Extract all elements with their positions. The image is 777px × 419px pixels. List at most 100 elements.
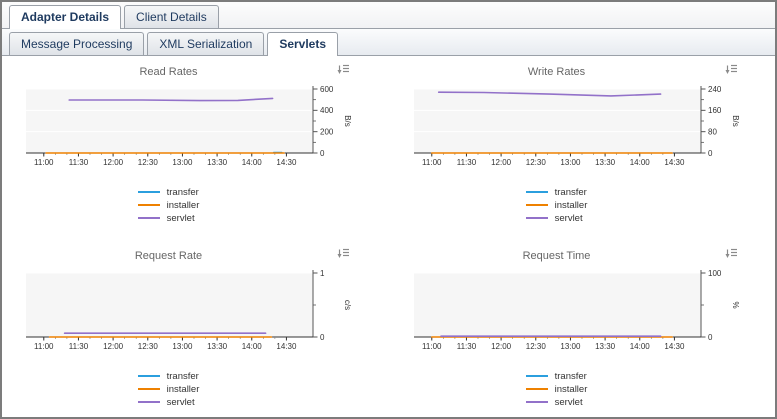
svg-text:13:30: 13:30 xyxy=(207,342,228,351)
legend-swatch-servlet xyxy=(525,401,548,403)
chart-header: Read Rates xyxy=(24,64,364,81)
legend-item-servlet[interactable]: servlet xyxy=(525,396,583,408)
tab-message-processing[interactable]: Message Processing xyxy=(9,32,145,55)
legend-swatch-installer xyxy=(137,388,160,390)
chart-legend: transfer installer servlet xyxy=(137,186,199,224)
chart-title: Request Rate xyxy=(134,250,203,262)
chart-options-icon[interactable] xyxy=(337,248,350,259)
legend-item-servlet[interactable]: servlet xyxy=(137,212,195,224)
chart-header: Write Rates xyxy=(412,64,752,81)
svg-text:600: 600 xyxy=(320,85,334,94)
svg-text:80: 80 xyxy=(708,127,717,136)
svg-text:14:30: 14:30 xyxy=(276,342,297,351)
legend-item-installer[interactable]: installer xyxy=(137,383,200,395)
legend-label: transfer xyxy=(166,186,199,198)
legend-swatch-transfer xyxy=(525,375,548,377)
svg-text:B/s: B/s xyxy=(731,115,740,127)
chart-panel-read-rates: Read Rates 0 200 400 600 B/s 11:00 11:30 12:00 1… xyxy=(24,64,369,224)
svg-text:200: 200 xyxy=(320,127,334,136)
chart-header: Request Rate xyxy=(24,248,364,265)
legend-item-servlet[interactable]: servlet xyxy=(525,212,583,224)
legend-item-installer[interactable]: installer xyxy=(525,383,587,395)
svg-text:13:00: 13:00 xyxy=(560,342,581,351)
svg-text:12:30: 12:30 xyxy=(138,342,159,351)
svg-text:14:00: 14:00 xyxy=(630,158,651,167)
legend-item-transfer[interactable]: transfer xyxy=(525,370,587,382)
chart-panel-request-rate: Request Rate 0 1 c/s 11:00 11:30 12:00 12:30 13… xyxy=(24,248,369,408)
legend-item-transfer[interactable]: transfer xyxy=(525,186,587,198)
chart-options-icon[interactable] xyxy=(725,248,738,259)
legend-label: transfer xyxy=(166,370,199,382)
svg-text:13:00: 13:00 xyxy=(172,342,193,351)
svg-text:12:30: 12:30 xyxy=(138,158,159,167)
legend-label: installer xyxy=(166,383,200,395)
svg-text:12:30: 12:30 xyxy=(526,158,547,167)
svg-text:13:30: 13:30 xyxy=(595,158,616,167)
svg-text:B/s: B/s xyxy=(343,115,352,127)
legend-swatch-transfer xyxy=(525,191,548,193)
legend-label: servlet xyxy=(166,396,195,408)
tab-label: Servlets xyxy=(279,37,327,51)
legend-swatch-installer xyxy=(525,388,548,390)
tab-servlets[interactable]: Servlets xyxy=(267,32,339,56)
chart-legend: transfer installer servlet xyxy=(525,370,587,408)
legend-label: installer xyxy=(554,199,588,211)
svg-text:13:30: 13:30 xyxy=(595,342,616,351)
chart-legend: transfer installer servlet xyxy=(525,186,588,224)
svg-text:13:00: 13:00 xyxy=(560,158,581,167)
svg-text:11:30: 11:30 xyxy=(69,342,89,351)
legend-label: transfer xyxy=(554,370,587,382)
legend-swatch-installer xyxy=(137,204,160,206)
tab-adapter-details[interactable]: Adapter Details xyxy=(9,5,122,29)
svg-text:14:00: 14:00 xyxy=(242,158,263,167)
chart-legend-wrap: transfer installer servlet xyxy=(412,186,701,224)
svg-text:1: 1 xyxy=(320,269,325,278)
chart-header: Request Time xyxy=(412,248,752,265)
tab-xml-serialization[interactable]: XML Serialization xyxy=(147,32,265,55)
legend-swatch-servlet xyxy=(137,217,160,219)
chart-legend-wrap: transfer installer servlet xyxy=(24,370,313,408)
legend-label: transfer xyxy=(554,186,587,198)
svg-text:11:30: 11:30 xyxy=(457,158,477,167)
svg-text:%: % xyxy=(731,301,740,308)
legend-item-servlet[interactable]: servlet xyxy=(137,396,195,408)
svg-text:11:30: 11:30 xyxy=(457,342,477,351)
legend-swatch-transfer xyxy=(137,375,160,377)
chart-plot: 0 80 160 240 B/s 11:00 11:30 12:00 12:30 13:00 13:… xyxy=(414,85,740,167)
svg-text:13:00: 13:00 xyxy=(172,158,193,167)
chart-options-icon[interactable] xyxy=(337,64,350,75)
chart-title: Request Time xyxy=(522,250,591,262)
svg-text:0: 0 xyxy=(320,333,325,342)
chart-plot: 0 1 c/s 11:00 11:30 12:00 12:30 13:00 13:30 14:00… xyxy=(26,269,352,351)
svg-text:14:00: 14:00 xyxy=(242,342,263,351)
svg-text:12:00: 12:00 xyxy=(491,158,512,167)
svg-text:12:00: 12:00 xyxy=(491,342,512,351)
svg-text:100: 100 xyxy=(708,269,722,278)
chart-legend-wrap: transfer installer servlet xyxy=(412,370,701,408)
legend-item-installer[interactable]: installer xyxy=(137,199,199,211)
svg-text:12:00: 12:00 xyxy=(103,342,124,351)
svg-text:14:30: 14:30 xyxy=(276,158,297,167)
svg-text:11:00: 11:00 xyxy=(34,342,54,351)
main-tabbar: Adapter Details Client Details xyxy=(2,2,775,29)
chart-panel-request-time: Request Time 0 100% 11:00 11:30 12:00 12:30 13… xyxy=(412,248,757,408)
legend-label: servlet xyxy=(166,212,195,224)
svg-text:11:00: 11:00 xyxy=(422,158,442,167)
legend-item-transfer[interactable]: transfer xyxy=(137,370,199,382)
chart-legend: transfer installer servlet xyxy=(137,370,200,408)
svg-text:11:00: 11:00 xyxy=(422,342,442,351)
chart-title: Write Rates xyxy=(527,66,586,78)
svg-text:240: 240 xyxy=(708,85,722,94)
legend-item-installer[interactable]: installer xyxy=(525,199,588,211)
chart-plot: 0 200 400 600 B/s 11:00 11:30 12:00 12:30 13:00 13… xyxy=(26,85,352,167)
tab-client-details[interactable]: Client Details xyxy=(124,5,219,28)
chart-options-icon[interactable] xyxy=(725,64,738,75)
tab-label: Message Processing xyxy=(21,37,133,51)
legend-item-transfer[interactable]: transfer xyxy=(137,186,199,198)
legend-swatch-installer xyxy=(525,204,548,206)
svg-text:11:00: 11:00 xyxy=(34,158,54,167)
svg-text:14:30: 14:30 xyxy=(664,342,685,351)
svg-text:0: 0 xyxy=(708,149,713,158)
svg-text:12:00: 12:00 xyxy=(103,158,124,167)
